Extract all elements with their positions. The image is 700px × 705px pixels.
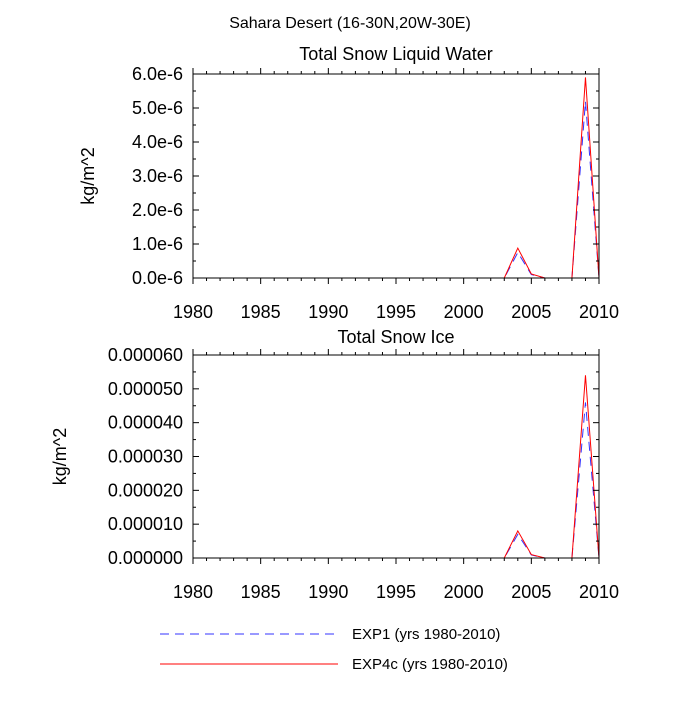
y-axis-label: kg/m^2: [78, 147, 98, 204]
series-line-exp4c: [193, 375, 600, 559]
y-tick-label: 0.000030: [108, 447, 183, 467]
y-tick-label: 1.0e-6: [132, 234, 183, 254]
legend: EXP1 (yrs 1980-2010) EXP4c (yrs 1980-2010…: [160, 626, 508, 673]
x-tick-label: 2010: [579, 302, 619, 322]
x-tick-label: 1985: [241, 582, 281, 602]
series-line-exp1: [193, 101, 600, 279]
x-tick-label: 1990: [308, 302, 348, 322]
chart-title: Total Snow Liquid Water: [299, 44, 492, 64]
y-tick-label: 4.0e-6: [132, 132, 183, 152]
x-tick-label: 1995: [376, 582, 416, 602]
y-tick-label: 0.000020: [108, 480, 183, 500]
y-tick-label: 5.0e-6: [132, 98, 183, 118]
y-tick-label: 0.000000: [108, 548, 183, 568]
x-tick-label: 1990: [308, 582, 348, 602]
x-tick-label: 2010: [579, 582, 619, 602]
legend-label-exp1: EXP1 (yrs 1980-2010): [352, 626, 500, 643]
x-tick-label: 1985: [241, 302, 281, 322]
plot-frame: [192, 73, 600, 279]
y-tick-label: 0.000040: [108, 413, 183, 433]
y-tick-label: 2.0e-6: [132, 200, 183, 220]
legend-label-exp4c: EXP4c (yrs 1980-2010): [352, 656, 508, 673]
y-tick-label: 6.0e-6: [132, 64, 183, 84]
series-line-exp4c: [193, 77, 600, 279]
y-tick-label: 0.000050: [108, 379, 183, 399]
x-tick-label: 1995: [376, 302, 416, 322]
y-tick-label: 0.000060: [108, 345, 183, 365]
x-tick-label: 2005: [511, 582, 551, 602]
y-axis-label: kg/m^2: [50, 428, 70, 485]
plot-frame: [192, 354, 600, 559]
y-tick-label: 3.0e-6: [132, 166, 183, 186]
figure-title: Sahara Desert (16-30N,20W-30E): [229, 15, 471, 32]
x-tick-label: 2000: [444, 302, 484, 322]
panel-snow-ice: Total Snow Ice kg/m^2 0.000000 0.000010 0.00…: [50, 327, 619, 602]
x-tick-label: 1980: [173, 582, 213, 602]
x-tick-label: 1980: [173, 302, 213, 322]
y-tick-label: 0.000010: [108, 514, 183, 534]
y-tick-label: 0.0e-6: [132, 268, 183, 288]
x-tick-label: 2005: [511, 302, 551, 322]
x-tick-label: 2000: [444, 582, 484, 602]
series-line-exp1: [193, 402, 600, 559]
panel-snow-liquid-water: Total Snow Liquid Water kg/m^2 0.0e-6 1.0e-…: [78, 44, 619, 322]
chart-title: Total Snow Ice: [337, 327, 454, 347]
